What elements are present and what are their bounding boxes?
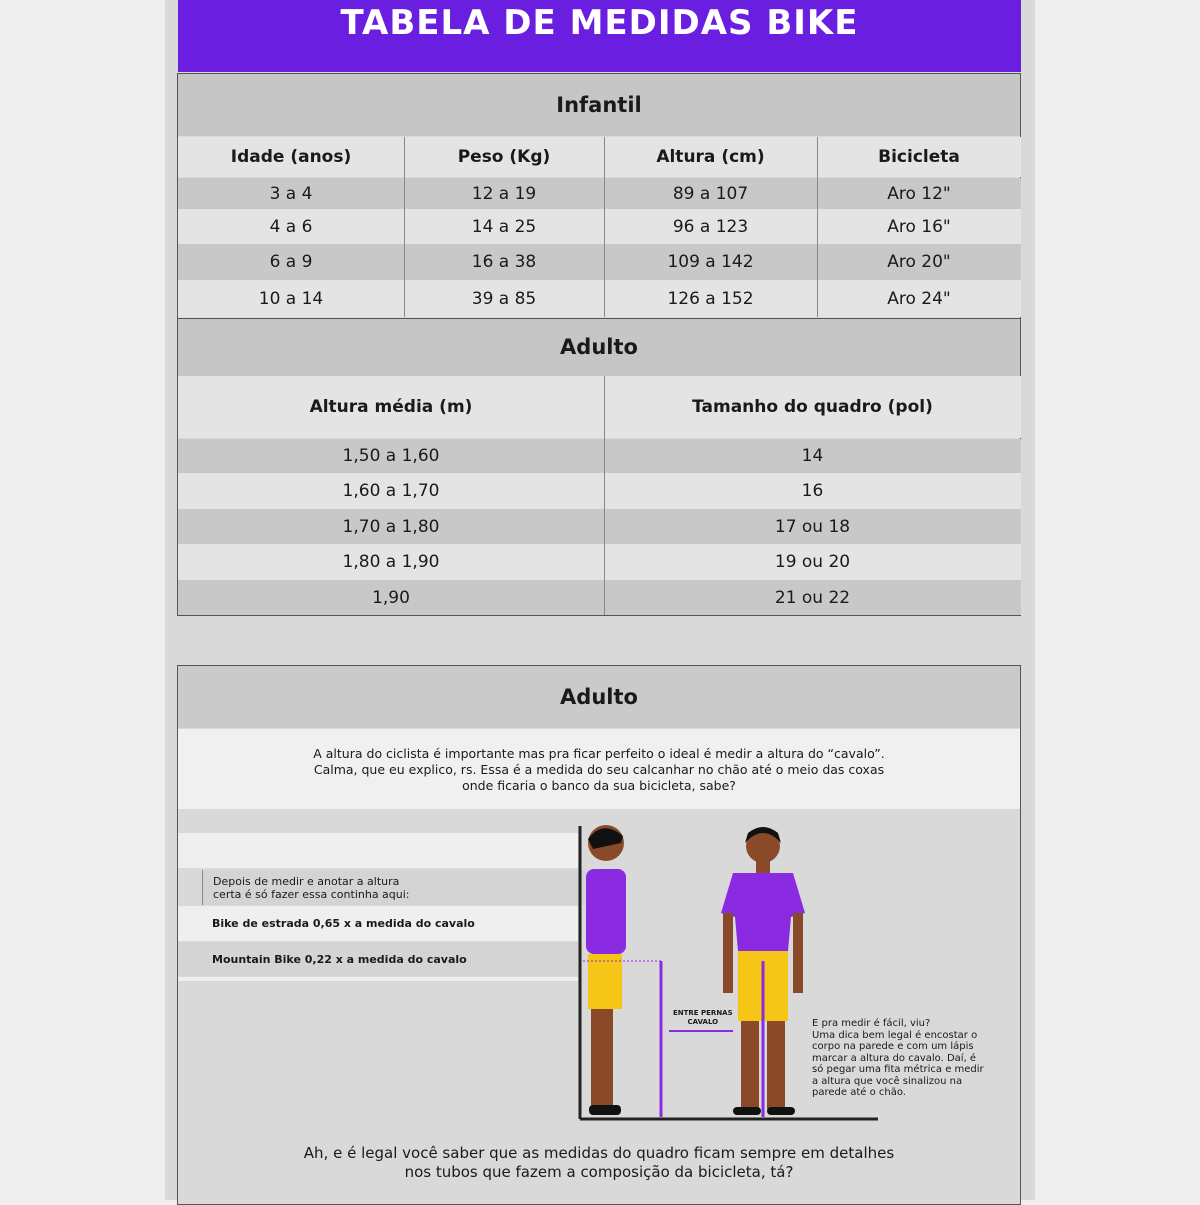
divider [604,376,605,615]
table-cell: Aro 16" [817,209,1021,244]
table-cell: Aro 24" [817,280,1021,317]
table-cell: 14 [604,439,1021,473]
guide-intro: A altura do ciclista é importante mas pr… [178,729,1020,809]
table-cell: 4 a 6 [178,209,404,244]
footer-note: Ah, e é legal você saber que as medidas … [178,1144,1020,1182]
table-cell: 109 a 142 [604,244,817,280]
table-cell: 3 a 4 [178,178,404,209]
divider [404,137,405,317]
table-cell: 10 a 14 [178,280,404,317]
mtb-formula: Mountain Bike 0,22 x a medida do cavalo [178,942,578,976]
footer-line: nos tubos que fazem a composição da bici… [404,1163,794,1181]
table-cell: 1,70 a 1,80 [178,509,604,544]
column-header: Tamanho do quadro (pol) [604,376,1021,438]
column-header: Bicicleta [817,137,1021,177]
divider [817,137,818,317]
intro-line: onde ficaria o banco da sua bicicleta, s… [462,778,736,793]
label-line: ENTRE PERNAS [673,1009,733,1017]
table-cell: 96 a 123 [604,209,817,244]
table-cell: 14 a 25 [404,209,604,244]
road-bike-formula: Bike de estrada 0,65 x a medida do caval… [178,906,578,941]
adulto-title: Adulto [178,318,1020,376]
table-cell: 16 a 38 [404,244,604,280]
footer-line: Ah, e é legal você saber que as medidas … [303,1144,895,1162]
table-cell: 126 a 152 [604,280,817,317]
table-cell: 1,60 a 1,70 [178,473,604,509]
tip-line: parede até o chão. [812,1087,906,1098]
column-header: Altura média (m) [178,376,604,438]
measurement-illustration [578,825,878,1121]
calc-line: Depois de medir e anotar a altura [213,874,400,888]
table-cell: 1,80 a 1,90 [178,544,604,580]
page-title: TABELA DE MEDIDAS BIKE [178,0,1021,72]
tip-line: só pegar uma fita métrica e medir [812,1064,984,1075]
crotch-label: ENTRE PERNAS CAVALO [673,1009,733,1027]
table-cell: 17 ou 18 [604,509,1021,544]
intro-line: Calma, que eu explico, rs. Essa é a medi… [313,762,885,777]
size-table: Infantil Idade (anos) Peso (Kg) Altura (cm… [177,73,1021,616]
divider [604,137,605,317]
table-cell: 21 ou 22 [604,580,1021,615]
table-cell: 6 a 9 [178,244,404,280]
table-cell: 1,50 a 1,60 [178,439,604,473]
table-cell: 89 a 107 [604,178,817,209]
tip-line: a altura que você sinalizou na [812,1075,963,1087]
table-cell: 16 [604,473,1021,509]
table-cell: Aro 12" [817,178,1021,209]
table-cell: 1,90 [178,580,604,615]
guide-section: Adulto A altura do ciclista é importante… [177,665,1021,1205]
measuring-tip: E pra medir é fácil, viu? Uma dica bem l… [812,1018,984,1099]
calc-intro: Depois de medir e anotar a altura certa … [202,870,602,905]
tip-line: Uma dica bem legal é encostar o [812,1029,978,1041]
infantil-title: Infantil [178,74,1020,136]
table-cell: Aro 20" [817,244,1021,280]
intro-line: A altura do ciclista é importante mas pr… [313,746,885,761]
table-cell: 39 a 85 [404,280,604,317]
tip-line: marcar a altura do cavalo. Daí, é [812,1052,977,1064]
table-cell: 12 a 19 [404,178,604,209]
column-header: Idade (anos) [178,137,404,177]
label-line: CAVALO [687,1018,719,1026]
tip-line: E pra medir é fácil, viu? [812,1018,931,1029]
column-header: Altura (cm) [604,137,817,177]
table-cell: 19 ou 20 [604,544,1021,580]
guide-title: Adulto [178,666,1020,728]
tip-line: corpo na parede e com um lápis [812,1041,974,1052]
column-header: Peso (Kg) [404,137,604,177]
calc-line: certa é só fazer essa continha aqui: [213,887,410,901]
